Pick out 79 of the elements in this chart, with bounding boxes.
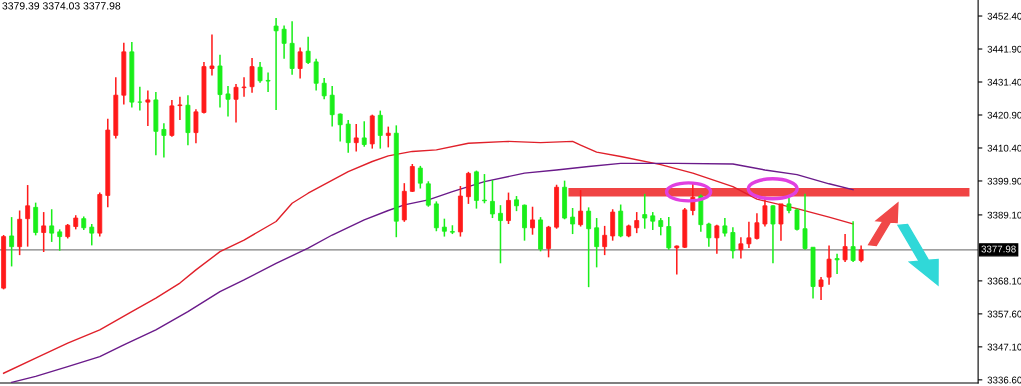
candlestick — [546, 225, 551, 259]
candlestick — [337, 112, 343, 143]
candlestick — [482, 173, 487, 205]
y-tick-label: 3452.40 — [987, 12, 1021, 20]
candlestick — [674, 244, 680, 276]
candlestick — [377, 109, 383, 150]
candlestick — [642, 193, 648, 230]
candlestick — [610, 208, 616, 242]
candlestick — [754, 212, 760, 241]
y-tick-label: 3399.90 — [987, 177, 1021, 185]
candlestick — [466, 171, 471, 205]
candlestick — [586, 206, 592, 288]
candlestick — [273, 17, 279, 111]
candlestick — [361, 120, 367, 148]
candlestick — [225, 85, 231, 118]
candlestick — [666, 216, 672, 251]
candlestick — [89, 223, 95, 247]
candlestick — [850, 220, 856, 263]
candlestick — [9, 216, 15, 268]
candlestick — [602, 225, 608, 256]
candlestick — [233, 83, 239, 124]
y-tick-label: 3441.90 — [987, 45, 1021, 53]
ref-line-label: 3377.98 — [981, 245, 1016, 253]
y-tick-label: 3336.60 — [987, 376, 1021, 384]
candlestick — [433, 200, 439, 233]
candlestick — [778, 203, 784, 242]
candlestick — [145, 89, 151, 127]
candlestick — [345, 119, 351, 154]
y-tick-label: 3389.10 — [987, 211, 1021, 219]
candlestick — [321, 77, 327, 101]
y-tick-label: 3368.10 — [987, 277, 1021, 285]
candlestick — [49, 208, 55, 243]
candlestick — [161, 122, 167, 159]
candlestick — [802, 193, 808, 251]
candlestick — [137, 85, 143, 112]
candlestick — [265, 71, 271, 93]
candlestick — [826, 244, 832, 286]
candlestick — [25, 184, 31, 248]
y-tick-label: 3431.40 — [987, 78, 1021, 86]
candlestick — [241, 76, 247, 98]
candlestick — [490, 179, 495, 219]
y-tick-label: 3410.40 — [987, 144, 1021, 152]
candlestick — [313, 57, 319, 92]
candlestick — [329, 85, 335, 128]
candlestick — [177, 96, 183, 121]
candlestick — [834, 253, 840, 275]
candlestick — [498, 204, 503, 265]
candlestick — [57, 228, 63, 252]
candlestick — [193, 108, 199, 145]
candlestick — [722, 217, 728, 238]
chart-title: 3379.39 3374.03 3377.98 — [2, 2, 121, 10]
candlestick — [257, 61, 263, 84]
candlestick — [417, 165, 423, 190]
candlestick — [281, 24, 287, 60]
candlestick — [425, 180, 431, 208]
candlestick — [530, 205, 535, 236]
candlestick — [305, 35, 311, 65]
candlestick — [746, 221, 752, 249]
candlestick — [818, 276, 824, 301]
candlestick — [522, 203, 527, 242]
candlestick — [570, 207, 576, 235]
candlestick — [506, 191, 511, 225]
candlestick — [594, 217, 600, 269]
candlestick — [249, 57, 255, 94]
y-tick-label: 3357.60 — [987, 310, 1021, 318]
candlestick — [842, 233, 848, 263]
candlestick — [634, 211, 640, 234]
y-tick-label: 3420.90 — [987, 111, 1021, 119]
candlestick — [714, 223, 720, 255]
candlestick — [41, 211, 47, 253]
candlestick — [770, 204, 776, 265]
candlestick — [730, 226, 736, 260]
y-tick-label: 3347.10 — [987, 343, 1021, 351]
candlestick — [385, 125, 391, 149]
candlestick — [297, 46, 303, 80]
candlestick — [209, 33, 215, 77]
candlestick — [353, 123, 359, 153]
candlestick — [578, 189, 584, 228]
candlestick — [738, 236, 744, 260]
